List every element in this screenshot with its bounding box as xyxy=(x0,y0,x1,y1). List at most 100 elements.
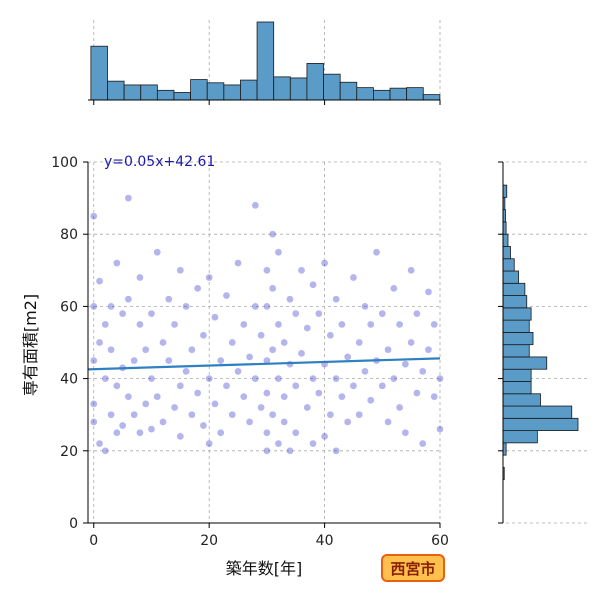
scatter-point xyxy=(314,309,323,318)
scatter-point xyxy=(424,345,433,354)
scatter-point xyxy=(89,212,98,220)
y-hist-bar xyxy=(502,270,520,284)
scatter-point xyxy=(107,345,115,354)
scatter-point xyxy=(164,356,173,365)
scatter-point xyxy=(332,295,340,304)
scatter-point xyxy=(193,389,202,397)
scatter-point xyxy=(343,418,352,426)
y-hist-bar xyxy=(502,368,532,382)
scatter-point xyxy=(401,360,410,369)
x-tick-label: 60 xyxy=(431,533,449,549)
scatter-point xyxy=(366,396,375,405)
scatter-point xyxy=(413,309,421,318)
x-hist-bar xyxy=(256,21,275,101)
scatter-point xyxy=(216,428,225,437)
scatter-point xyxy=(395,320,404,329)
x-hist-bar xyxy=(406,87,424,101)
y-hist-bar xyxy=(502,356,548,370)
scatter-point xyxy=(124,392,133,401)
scatter-point xyxy=(251,374,260,383)
scatter-point xyxy=(136,320,144,329)
scatter-point xyxy=(413,389,421,397)
y-tick-label: 100 xyxy=(51,155,78,171)
scatter-point xyxy=(263,302,271,311)
scatter-point xyxy=(188,410,196,419)
scatter-point xyxy=(407,338,415,347)
scatter-point xyxy=(372,248,381,257)
scatter-point xyxy=(366,320,375,329)
scatter-point xyxy=(263,428,271,437)
y-tick-label: 60 xyxy=(60,299,78,315)
y-hist-bar xyxy=(502,307,532,321)
scatter-point xyxy=(338,392,346,401)
x-hist-bar xyxy=(273,76,291,101)
scatter-point xyxy=(263,389,271,397)
x-hist-bar xyxy=(356,87,374,101)
scatter-point xyxy=(286,295,294,304)
scatter-point xyxy=(430,320,439,329)
regression-equation-label: y=0.05x+42.61 xyxy=(104,154,215,170)
scatter-point xyxy=(436,374,444,383)
x-tick-label: 40 xyxy=(316,533,334,549)
scatter-point xyxy=(124,295,133,304)
scatter-point xyxy=(349,381,358,390)
x-hist-bar xyxy=(323,73,341,101)
x-hist-bar xyxy=(373,89,391,101)
scatter-point xyxy=(141,345,150,354)
scatter-points xyxy=(89,194,444,455)
scatter-point xyxy=(378,381,387,390)
x-hist-bar xyxy=(173,92,191,101)
scatter-point xyxy=(332,446,340,455)
scatter-point xyxy=(395,403,404,412)
scatter-point xyxy=(257,403,265,412)
y-tick-label: 40 xyxy=(60,372,78,388)
x-tick-label: 20 xyxy=(200,533,218,549)
scatter-point xyxy=(113,428,121,437)
scatter-point xyxy=(268,410,277,419)
x-hist-bar xyxy=(289,77,308,101)
scatter-point xyxy=(147,374,156,383)
city-badge-label: 西宮市 xyxy=(390,560,435,578)
x-hist-bar xyxy=(306,63,324,101)
scatter-point xyxy=(274,439,283,448)
scatter-point xyxy=(286,446,294,455)
scatter-point xyxy=(274,248,283,257)
scatter-point xyxy=(251,302,260,311)
scatter-point xyxy=(89,302,98,311)
x-hist-bar xyxy=(389,87,408,101)
y-hist-bar xyxy=(502,319,530,333)
scatter-point xyxy=(228,410,237,419)
y-tick-label: 0 xyxy=(69,516,78,532)
scatter-point xyxy=(378,309,387,318)
scatter-point xyxy=(118,421,127,430)
x-hist-bar xyxy=(339,81,358,101)
scatter-point xyxy=(222,381,231,390)
scatter-point xyxy=(384,418,392,426)
scatter-point xyxy=(89,356,98,365)
scatter-point xyxy=(257,331,265,340)
x-axis-title: 築年数[年] xyxy=(226,559,303,578)
scatter-point xyxy=(136,428,144,437)
axes: 0 20 40 60 0 20 40 60 80 100 xyxy=(51,99,504,549)
scatter-point xyxy=(303,324,312,332)
scatter-point xyxy=(263,446,271,455)
scatter-point xyxy=(291,381,300,390)
y-hist-bar xyxy=(502,381,532,395)
scatter-point xyxy=(101,446,110,455)
scatter-point xyxy=(89,418,98,426)
scatter-point xyxy=(182,302,190,311)
scatter-point xyxy=(314,389,323,397)
scatter-point xyxy=(205,439,214,448)
scatter-point xyxy=(107,302,115,311)
scatter-point xyxy=(355,410,364,419)
scatter-point xyxy=(147,309,156,318)
scatter-point xyxy=(228,338,237,347)
x-hist-bar xyxy=(240,79,258,101)
marginal-x-histogram xyxy=(90,21,441,101)
regression-line-path xyxy=(87,357,441,371)
scatter-point xyxy=(101,320,110,329)
scatter-point xyxy=(95,439,104,448)
scatter-point xyxy=(95,338,104,347)
scatter-point xyxy=(199,421,208,430)
y-tick-label: 80 xyxy=(60,227,78,243)
